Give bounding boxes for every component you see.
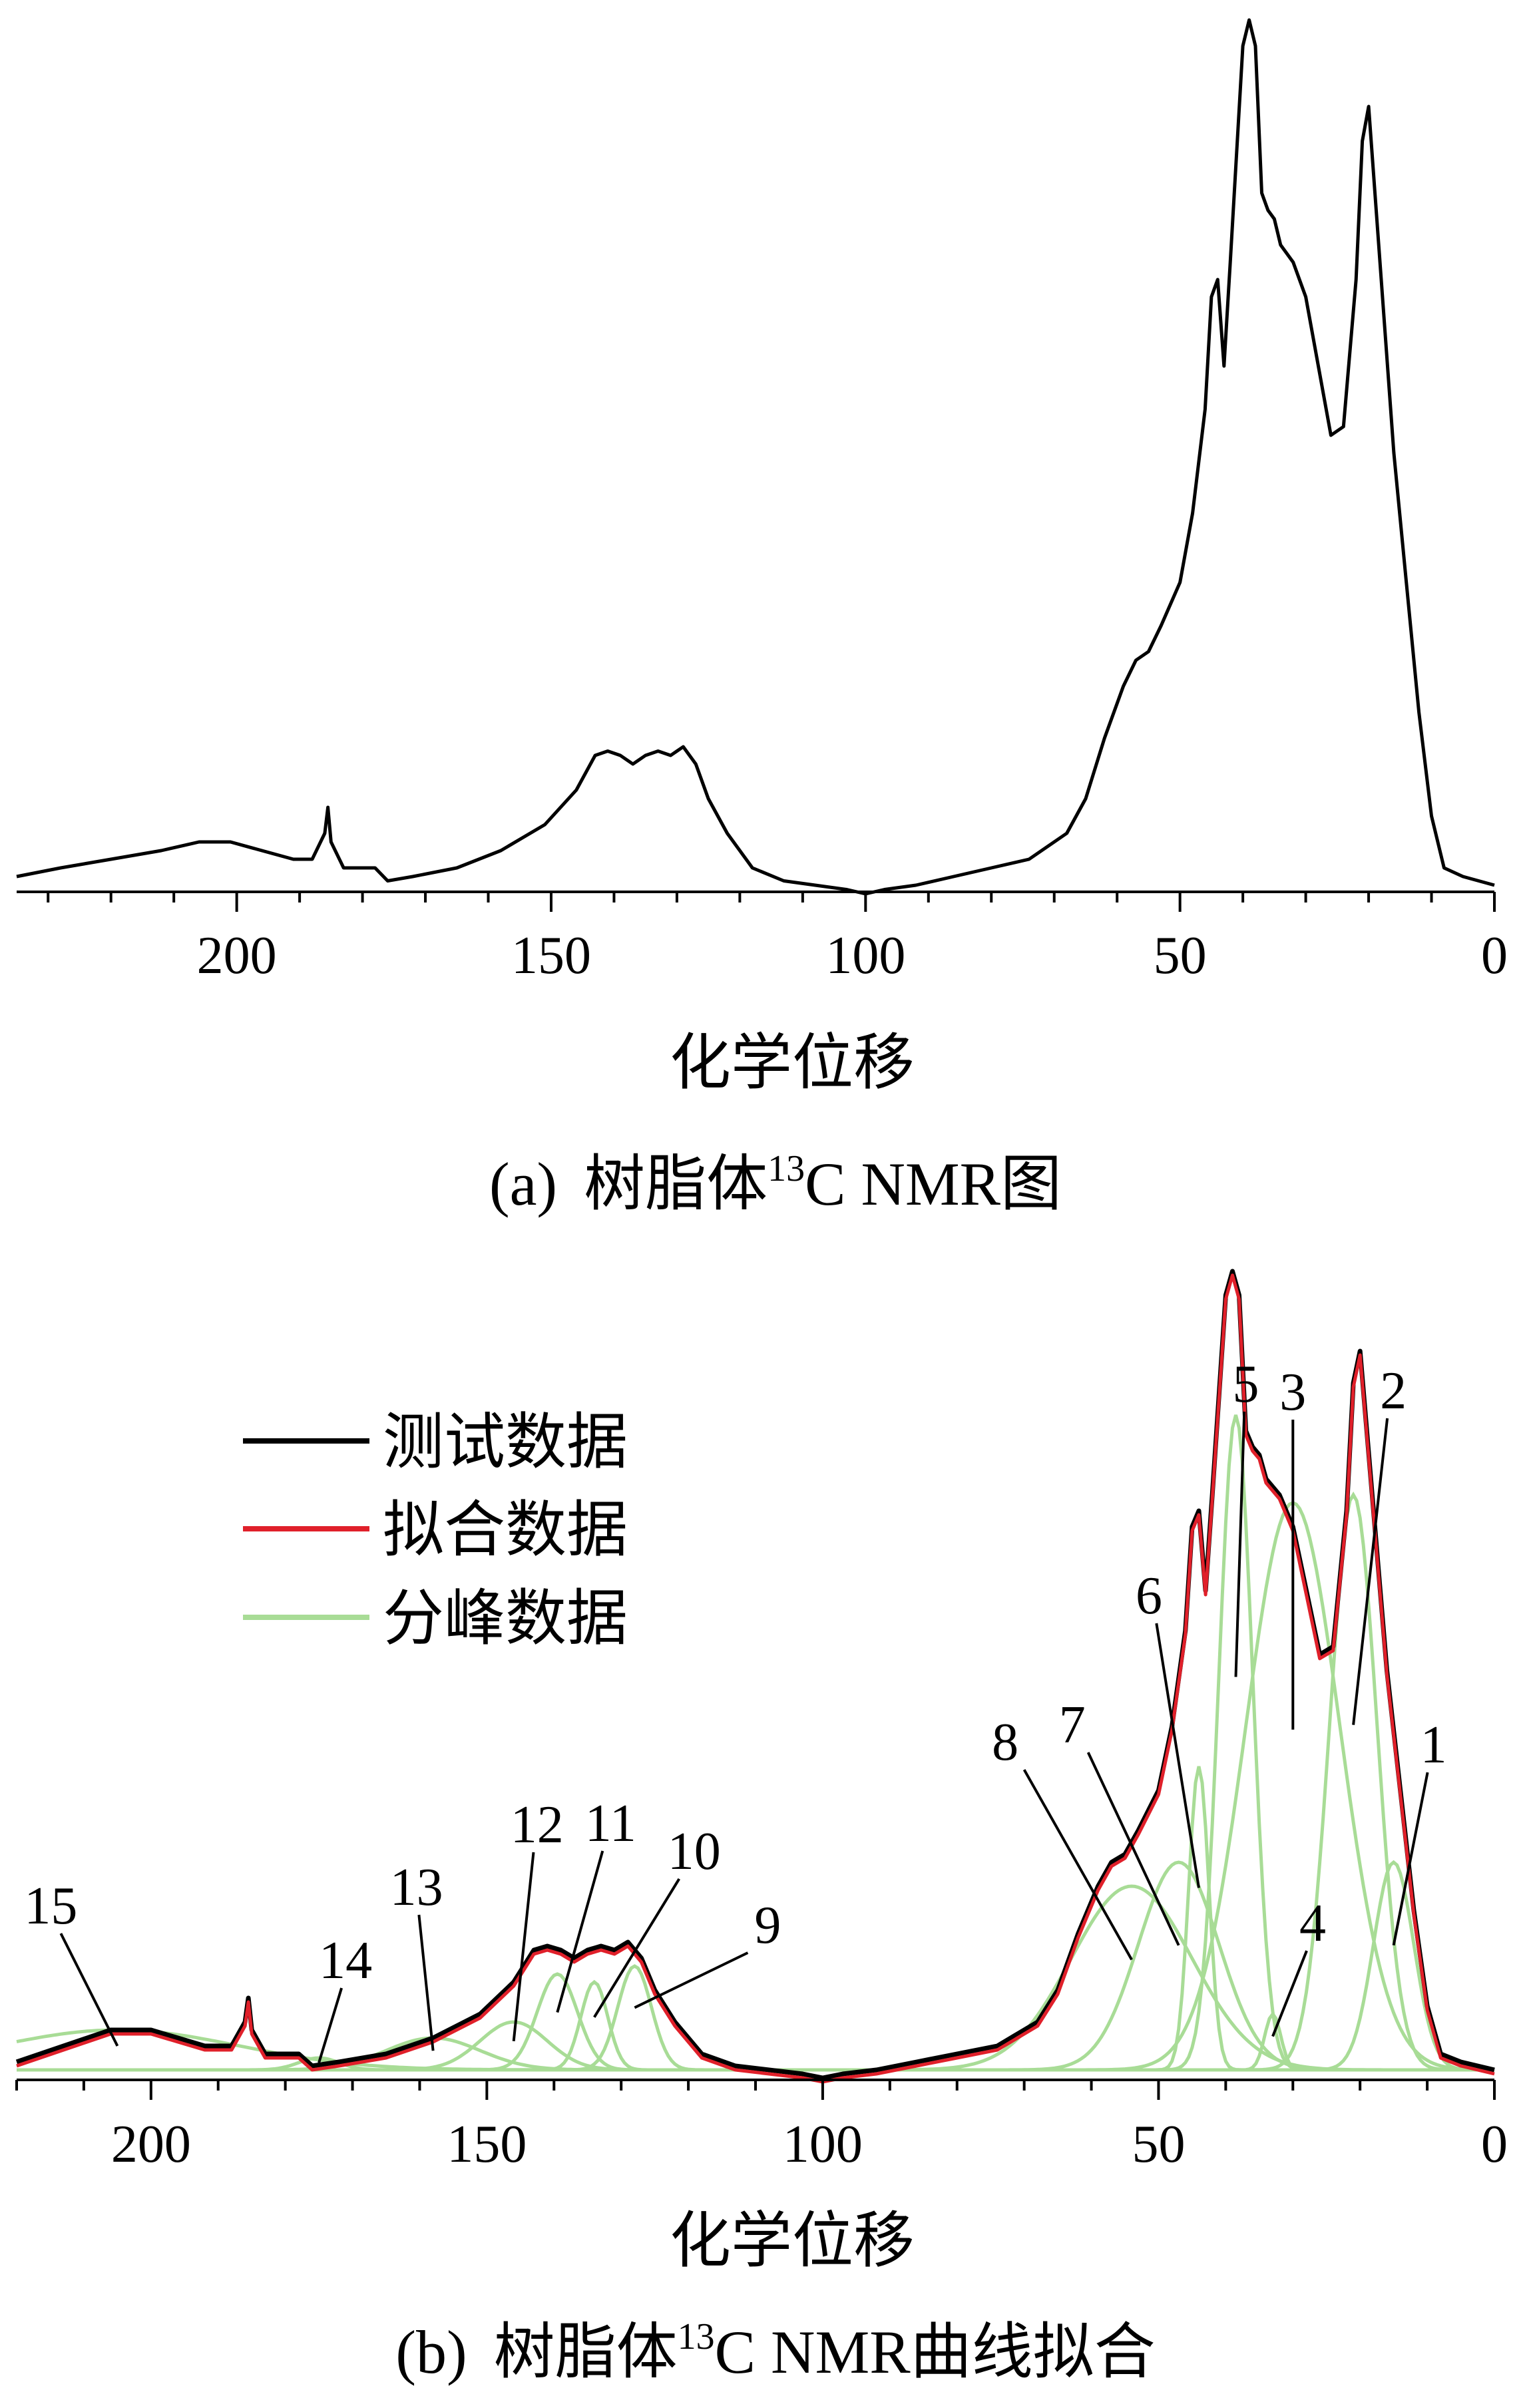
peak-label-11: 11 bbox=[585, 1794, 636, 1853]
peak-label-7: 7 bbox=[1059, 1696, 1086, 1754]
tick-label-150: 150 bbox=[511, 926, 591, 985]
tick-label-200: 200 bbox=[111, 2115, 191, 2174]
peak-leader-6 bbox=[1155, 1623, 1200, 1888]
peak-label-4: 4 bbox=[1299, 1894, 1326, 1953]
tick-label-100: 100 bbox=[825, 926, 905, 985]
peak-leader-5 bbox=[1234, 1411, 1246, 1677]
peak-label-3: 3 bbox=[1279, 1363, 1306, 1422]
caption-main: 树脂体 bbox=[584, 1150, 767, 1218]
x-axis-tick-labels: 200 150 100 50 0 bbox=[197, 926, 1508, 985]
peak-label-8: 8 bbox=[992, 1713, 1018, 1772]
peak-label-10: 10 bbox=[668, 1822, 721, 1881]
peak-curves bbox=[16, 1414, 1494, 2072]
x-axis-ticks bbox=[47, 892, 1496, 912]
caption-tail: C NMR图 bbox=[805, 1150, 1062, 1218]
peak-label-6: 6 bbox=[1136, 1567, 1162, 1625]
caption-prefix: (a) bbox=[489, 1150, 557, 1218]
peak-curve-5 bbox=[17, 1414, 1494, 2072]
tick-label-150: 150 bbox=[447, 2115, 527, 2174]
tick-label-0: 0 bbox=[1481, 2115, 1508, 2174]
caption-prefix: (b) bbox=[395, 2318, 467, 2386]
test-data-line bbox=[15, 1269, 1495, 2081]
x-axis-tick-labels: 200 150 100 50 0 bbox=[111, 2115, 1508, 2174]
peak-label-1: 1 bbox=[1421, 1716, 1447, 1774]
legend-label-peak: 分峰数据 bbox=[383, 1585, 628, 1653]
panel-a-caption: (a) 树脂体13C NMR图 bbox=[489, 1148, 1062, 1218]
peak-label-9: 9 bbox=[754, 1896, 781, 1955]
peak-leader-14 bbox=[318, 1987, 343, 2063]
legend-label-fit: 拟合数据 bbox=[383, 1496, 628, 1564]
peak-label-14: 14 bbox=[319, 1931, 372, 1990]
caption-superscript: 13 bbox=[767, 1148, 805, 1189]
peak-leader-7 bbox=[1086, 1752, 1180, 1946]
x-axis-ticks bbox=[15, 2080, 1496, 2100]
nmr-spectrum-line bbox=[16, 18, 1495, 896]
peak-leader-15 bbox=[59, 1933, 119, 2047]
fit-data-line bbox=[16, 1273, 1495, 2084]
peak-leader-4 bbox=[1271, 1950, 1308, 2037]
x-axis-label: 化学位移 bbox=[670, 1029, 915, 1097]
peak-leader-12 bbox=[512, 1852, 535, 2042]
peak-leader-10 bbox=[593, 1878, 681, 2018]
peak-label-2: 2 bbox=[1380, 1362, 1407, 1420]
caption-main: 树脂体 bbox=[494, 2318, 678, 2386]
caption-superscript: 13 bbox=[678, 2316, 715, 2357]
chart-panel-a: 200 150 100 50 0 化学位移 (a) 树脂体13C NMR图 bbox=[16, 18, 1508, 1218]
tick-label-200: 200 bbox=[197, 926, 277, 985]
legend: 测试数据 拟合数据 分峰数据 bbox=[243, 1408, 628, 1653]
peak-label-13: 13 bbox=[390, 1858, 443, 1917]
caption-tail: C NMR曲线拟合 bbox=[715, 2318, 1156, 2386]
peak-leader-11 bbox=[556, 1850, 604, 2013]
peak-curve-13 bbox=[17, 2036, 1494, 2072]
peak-curve-3 bbox=[17, 1501, 1494, 2072]
peak-leader-13 bbox=[417, 1914, 435, 2051]
peak-label-5: 5 bbox=[1233, 1355, 1259, 1414]
tick-label-0: 0 bbox=[1481, 926, 1508, 985]
peak-label-12: 12 bbox=[511, 1796, 564, 1854]
tick-label-50: 50 bbox=[1154, 926, 1207, 985]
peak-curve-2 bbox=[17, 1491, 1494, 2072]
peak-leader-1 bbox=[1392, 1772, 1429, 1946]
peak-leader-9 bbox=[634, 1951, 749, 2009]
legend-label-test: 测试数据 bbox=[383, 1408, 628, 1476]
tick-label-100: 100 bbox=[783, 2115, 863, 2174]
peak-leader-8 bbox=[1022, 1769, 1133, 1961]
tick-label-50: 50 bbox=[1132, 2115, 1185, 2174]
panel-b-caption: (b) 树脂体13C NMR曲线拟合 bbox=[395, 2316, 1155, 2386]
x-axis-label: 化学位移 bbox=[670, 2207, 915, 2275]
peak-leader-2 bbox=[1352, 1418, 1389, 1725]
peak-label-15: 15 bbox=[24, 1877, 77, 1935]
